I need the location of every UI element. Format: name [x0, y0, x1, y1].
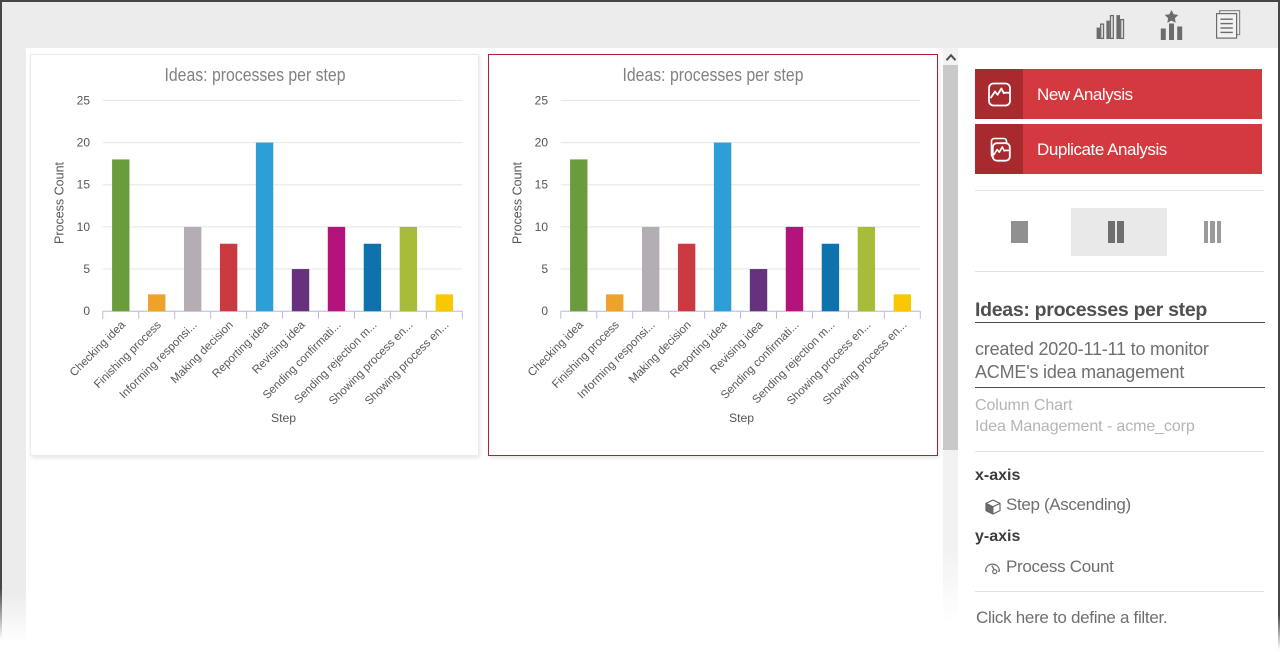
svg-text:0: 0: [83, 304, 90, 318]
svg-text:Making decision: Making decision: [627, 319, 694, 386]
svg-text:Step: Step: [729, 411, 754, 425]
svg-text:10: 10: [77, 220, 91, 234]
svg-text:20: 20: [535, 136, 549, 150]
svg-text:Process Count: Process Count: [53, 161, 67, 244]
svg-text:20: 20: [77, 136, 91, 150]
svg-text:Process Count: Process Count: [511, 161, 525, 244]
svg-text:Making decision: Making decision: [169, 319, 236, 386]
svg-text:Finishing process: Finishing process: [92, 319, 164, 391]
svg-text:5: 5: [83, 262, 90, 276]
svg-text:Ideas: processes per step: Ideas: processes per step: [165, 65, 346, 85]
svg-text:15: 15: [77, 178, 91, 192]
svg-text:Step: Step: [271, 411, 296, 425]
svg-text:5: 5: [541, 262, 548, 276]
svg-text:10: 10: [535, 220, 549, 234]
svg-text:Finishing process: Finishing process: [550, 319, 622, 391]
svg-text:25: 25: [77, 93, 91, 107]
svg-text:Ideas: processes per step: Ideas: processes per step: [623, 65, 804, 85]
svg-text:25: 25: [535, 93, 549, 107]
svg-text:15: 15: [535, 178, 549, 192]
svg-text:0: 0: [541, 304, 548, 318]
